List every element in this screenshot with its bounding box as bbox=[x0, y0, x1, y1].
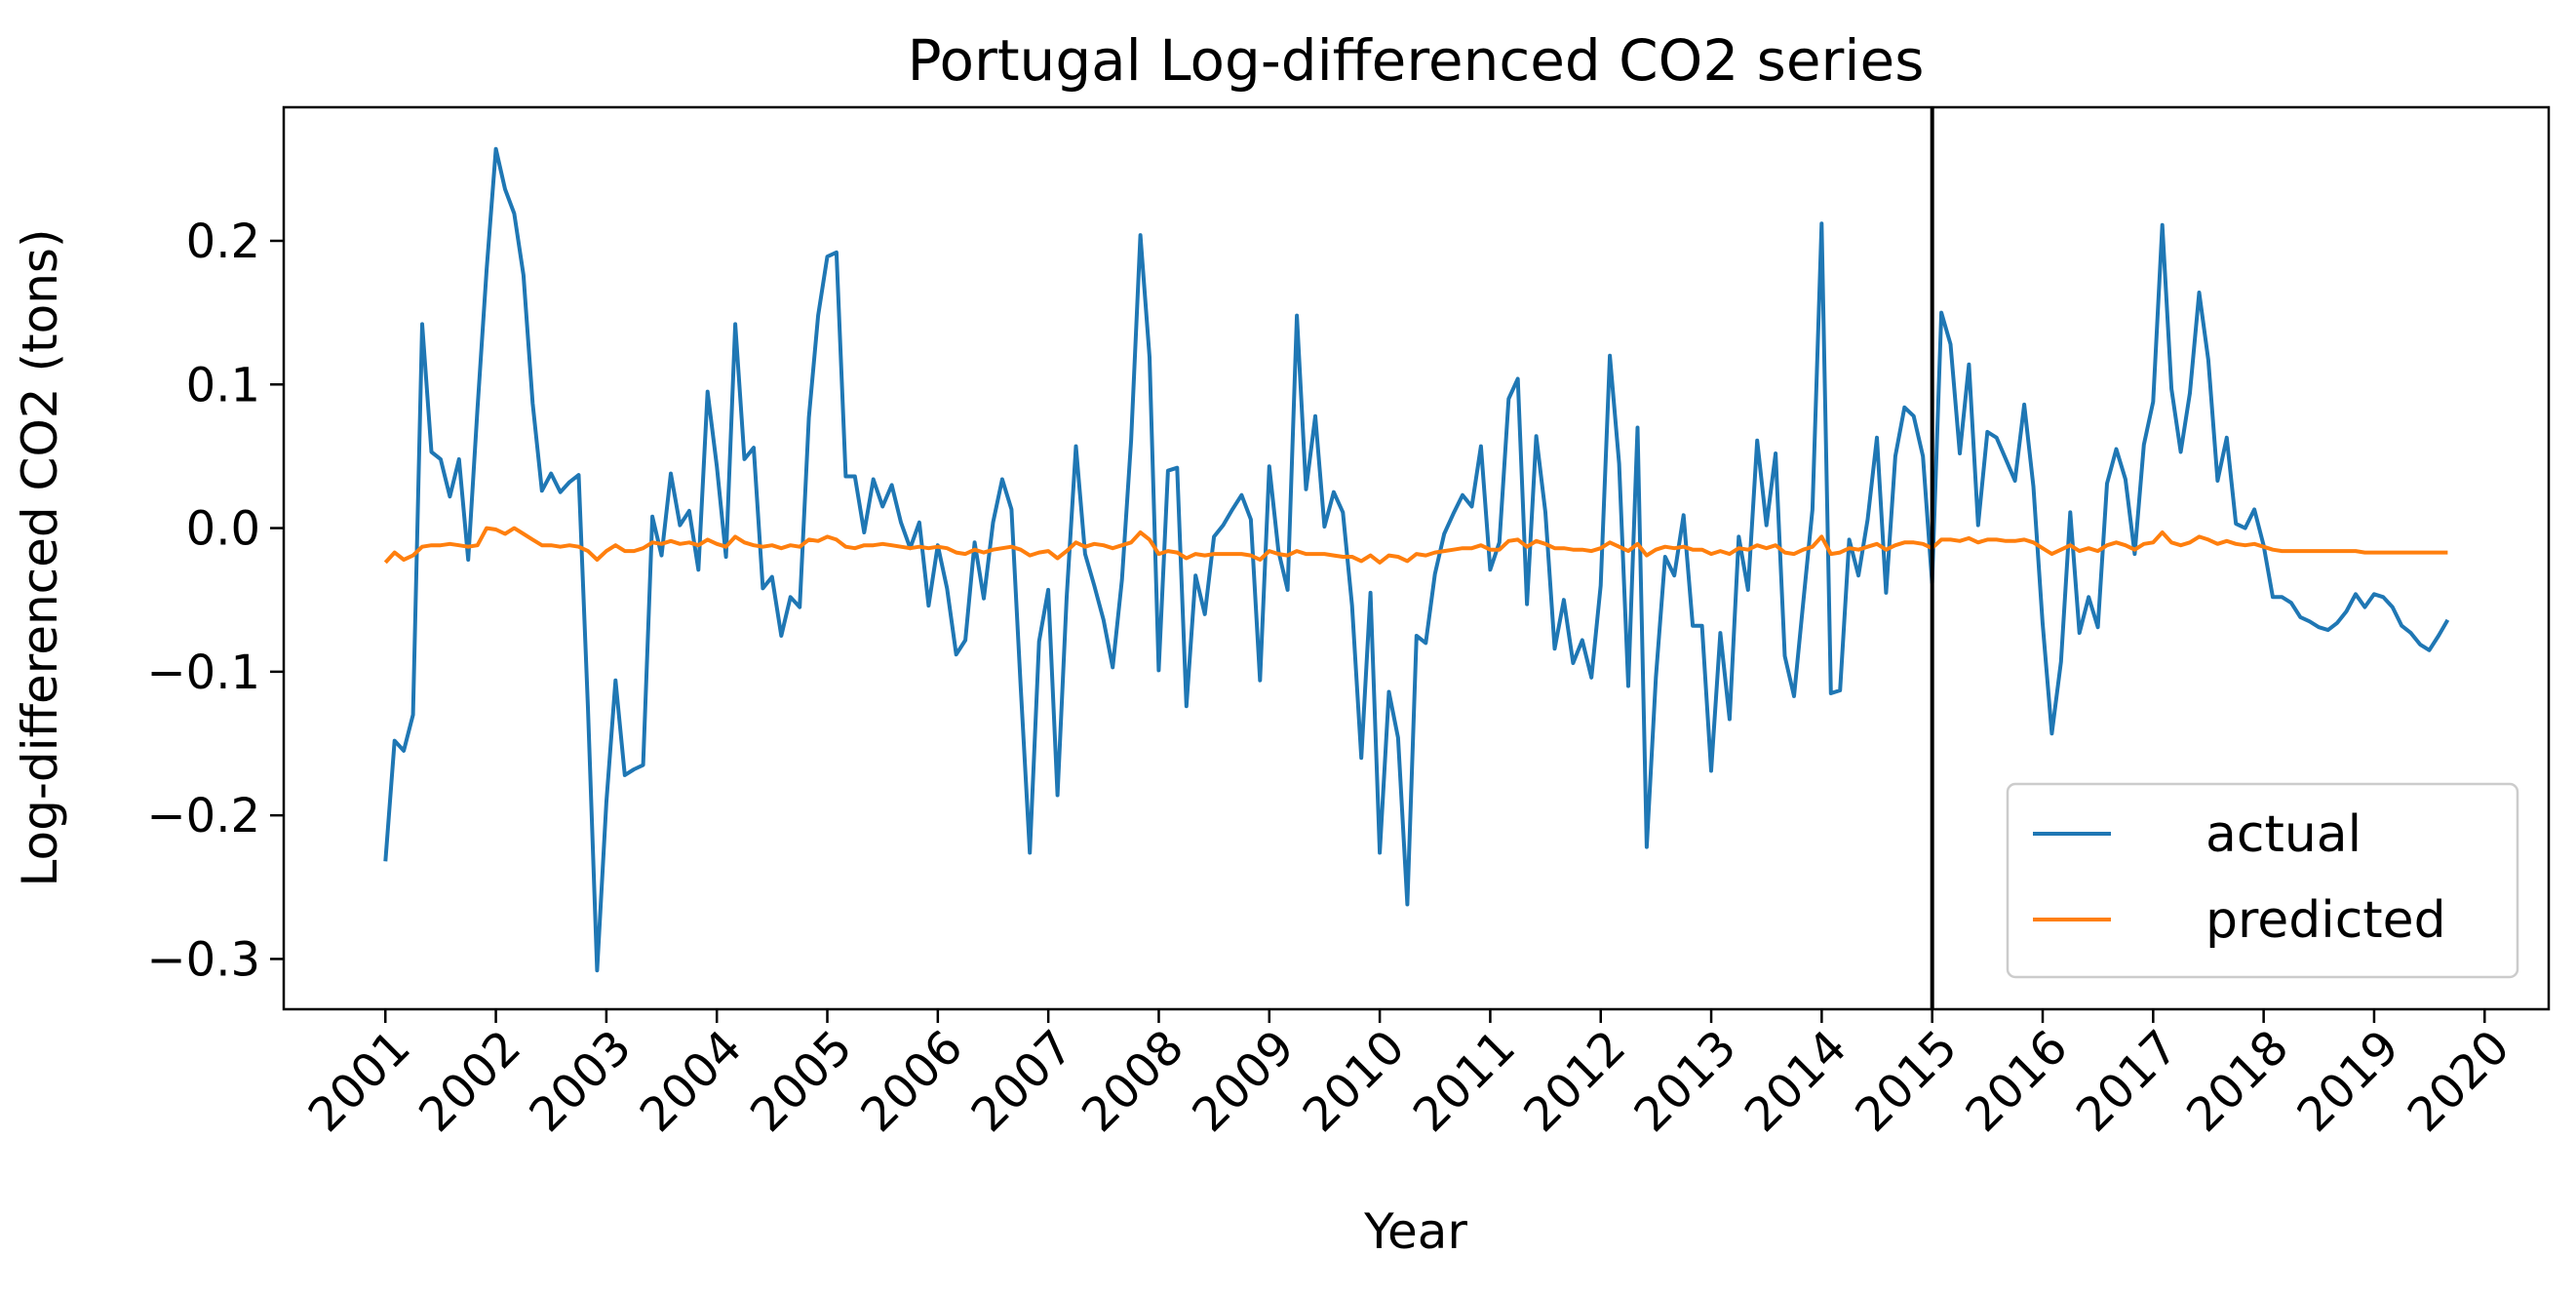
plot-area bbox=[282, 105, 2551, 1011]
y-tick-label-3: 0.0 bbox=[186, 502, 260, 557]
chart-title: Portugal Log-differenced CO2 series bbox=[908, 27, 1925, 94]
y-tick-label-0: −0.3 bbox=[146, 932, 260, 987]
series-line-predicted bbox=[383, 526, 2448, 565]
legend-box bbox=[2006, 782, 2519, 979]
x-axis-label: Year bbox=[1363, 1203, 1467, 1260]
y-axis-label: Log-differenced CO2 (tons) bbox=[12, 229, 68, 887]
series-layer bbox=[383, 146, 2450, 973]
y-tick-label-4: 0.1 bbox=[186, 358, 260, 412]
series-line-actual bbox=[383, 146, 2450, 973]
y-tick-label-1: −0.2 bbox=[146, 789, 260, 843]
legend-label-predicted: predicted bbox=[2205, 891, 2446, 950]
plot-frame bbox=[282, 105, 2551, 1011]
legend-label-actual: actual bbox=[2205, 805, 2361, 864]
y-tick-label-5: 0.2 bbox=[186, 215, 260, 269]
y-tick-label-2: −0.1 bbox=[146, 646, 260, 700]
y-axis: −0.3 −0.2 −0.1 0.0 0.1 0.2 bbox=[146, 215, 284, 987]
legend: actual predicted bbox=[2006, 782, 2519, 979]
